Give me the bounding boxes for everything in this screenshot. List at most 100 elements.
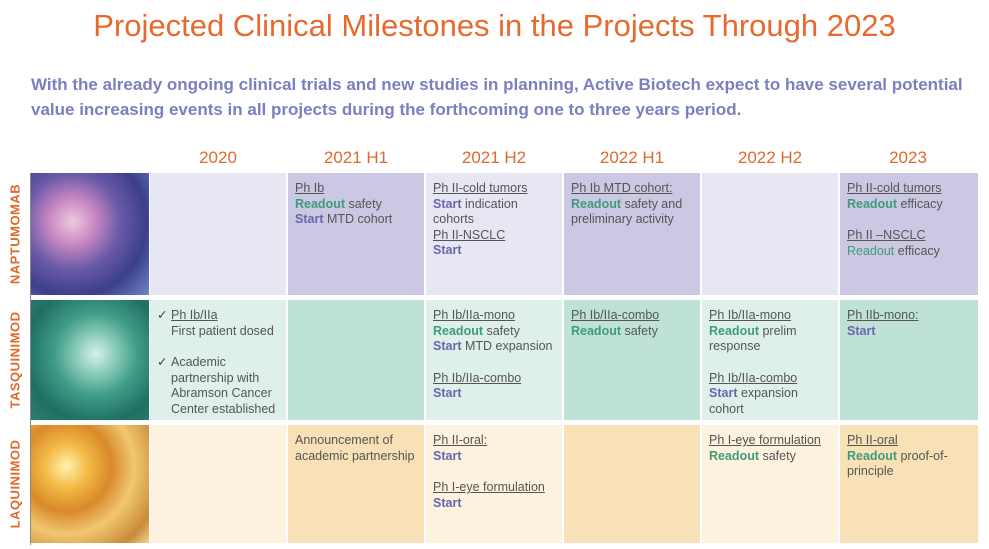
milestone-text: Start [433,448,462,463]
milestone-text: First patient dosed [171,323,274,338]
milestone-line: Ph Ib/IIa-combo [571,308,694,324]
milestone-line: Start [433,449,556,465]
cell: Ph II-oral Readout proof-of-principle [840,425,978,543]
milestone: Ph Ib/IIa-mono Readout prelim response [709,308,832,355]
milestone-text: Academic partnership with Abramson Cance… [171,355,276,416]
cell [564,425,700,543]
milestone: Academic partnership with Abramson Cance… [157,355,280,417]
milestone-line: Ph II-cold tumors [847,181,972,197]
milestone-text: Start [433,196,462,211]
milestone-line: Readout proof-of-principle [847,449,972,480]
milestone-text: Ph Ib/IIa-combo [709,370,798,385]
milestone-text: Start [433,339,462,353]
milestone-text: Start [709,386,738,400]
cell: Ph Ib Readout safety Start MTD cohort [288,173,424,295]
row-label-text: NAPTUMOMAB [7,183,23,285]
milestone-text: Ph Ib/IIa-combo [571,308,660,322]
cell: Announcement of academic partnership [288,425,424,543]
milestone-text: Ph Ib/IIa-mono [433,308,515,322]
row-label: TASQUINIMOD [0,300,30,420]
milestone-text: Ph II –NSCLC [847,228,926,242]
milestone-text: Ph I-eye formulation [433,480,545,494]
milestone-line: Ph Ib/IIa-mono [709,308,832,324]
cell [702,173,838,295]
milestone: Ph Ib/IIa-combo Readout safety [571,308,694,339]
cell: Ph Ib/IIa-mono Readout prelim response Ph … [702,300,838,420]
cell: Ph IIb-mono: Start [840,300,978,420]
milestone-text: Readout [571,323,621,338]
milestone-text: Ph I-eye formulation [709,433,821,447]
milestone-line: Readout safety [433,324,556,340]
cell: Ph II-cold tumors Readout efficacy Ph II –… [840,173,978,295]
milestone: Ph Ib Readout safety Start MTD cohort [295,181,418,228]
milestone: Ph II-oral: Start [433,433,556,464]
milestone-text: Ph Ib/IIa-mono [709,308,791,322]
milestone-line: Ph Ib MTD cohort: [571,181,694,197]
cell: Ph II-oral: Start Ph I-eye formulation Star… [426,425,562,543]
milestone-line: Start MTD cohort [295,212,418,228]
milestone-text: Readout [571,196,621,211]
milestone-text: Readout [433,323,483,338]
milestone-line: Academic partnership with Abramson Cance… [171,355,280,417]
milestone-text: Start [295,212,324,226]
milestone-text: Readout [847,196,897,211]
milestone-line: Readout efficacy [847,197,972,213]
cell: Ph Ib/IIa-mono Readout safety Start MTD ex… [426,300,562,420]
milestone-text: Readout [847,243,895,258]
milestone: Ph II-cold tumors Start indication cohort… [433,181,556,259]
milestone: Ph IIb-mono: Start [847,308,972,339]
row-label: LAQUINIMOD [0,425,30,543]
row-label: NAPTUMOMAB [0,173,30,295]
milestone-line: Start indication cohorts [433,197,556,228]
milestone-text: Ph Ib/IIa-combo [433,370,522,385]
milestone-line: Ph II-cold tumors [433,181,556,197]
milestone-text: Start [433,495,462,510]
milestone-text: MTD cohort [326,212,393,226]
milestone-text: efficacy [900,196,943,211]
milestone-line: Ph Ib/IIa-mono [433,308,556,324]
milestone-line: Ph Ib/IIa-combo [433,371,556,387]
milestone: Ph II –NSCLC Readout efficacy [847,228,972,259]
column-header: 2023 [889,148,927,167]
milestone-line: Ph I-eye formulation [433,480,556,496]
row-label-text: LAQUINIMOD [7,439,23,529]
milestone-text: safety [348,196,382,211]
divider [30,173,31,545]
milestone-text: safety [624,323,658,338]
milestone-text: Ph II-oral [847,433,898,447]
cell: Ph Ib MTD cohort: Readout safety and prel… [564,173,700,295]
column-header: 2021 H2 [461,148,527,167]
milestone-line: Ph I-eye formulation [709,433,832,449]
title: Projected Clinical Milestones in the Pro… [93,8,896,43]
milestone-text: Readout [709,448,759,463]
milestone-text: MTD expansion [464,339,553,353]
milestone-text: Start [847,323,876,338]
milestone-line: Ph II-oral: [433,433,556,449]
milestone-text: Ph II-NSCLC [433,227,506,242]
milestone-text: Start [433,386,462,400]
milestone-line: Readout safety and preliminary activity [571,197,694,228]
milestone: Ph Ib/IIa-mono Readout safety Start MTD ex… [433,308,556,355]
column-header: 2022 H1 [599,148,665,167]
project-image [31,173,149,295]
milestone-text: Ph Ib/IIa [171,308,218,322]
project-image [31,300,149,420]
milestone-text: indication cohorts [433,196,518,227]
milestone-line: Readout prelim response [709,324,832,355]
milestone: Ph II-cold tumors Readout efficacy [847,181,972,212]
cell [288,300,424,420]
milestone-text: proof-of-principle [847,448,948,479]
milestone-line: Ph Ib [295,181,418,197]
milestone: Ph Ib/IIa-combo Start expansion cohort [709,371,832,418]
milestone-text: safety [762,448,796,463]
milestone-line: Ph II-NSCLC [433,228,556,244]
milestone-line: Ph II-oral [847,433,972,449]
milestone-line: Start [433,496,556,512]
milestone-text: safety [486,323,520,338]
milestone-text: expansion cohort [709,386,798,416]
milestone-line: First patient dosed [171,324,280,340]
column-header: 2020 [199,148,237,167]
